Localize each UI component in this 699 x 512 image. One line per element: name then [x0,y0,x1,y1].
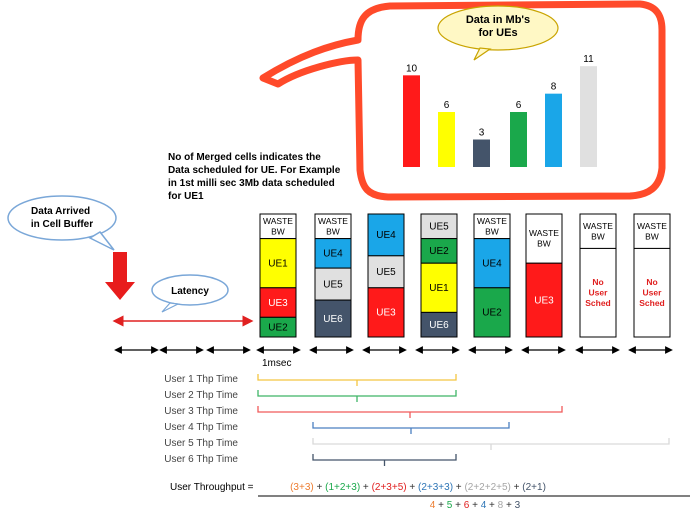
slot-5: WASTE BW UE4 UE2 [473,213,511,338]
bar-chart: 10 6 3 6 8 11 [403,54,597,167]
latency-callout: Latency [151,274,229,313]
cell-waste [633,247,671,338]
chart-title: Data in Mb's for UEs [466,14,530,39]
slot-7: WASTE BW No User Sched [579,213,617,338]
slot-2: WASTE BW UE4 UE5 UE6 [314,213,352,338]
user-row-label: User 2 Thp Time [164,390,238,401]
slot-6: WASTE BW UE3 [525,213,563,338]
slot-1: WASTE BW UE1 UE3 UE2 [259,213,297,338]
cell-label: WASTE BW [477,216,507,237]
bar-value-label: 3 [479,128,485,139]
bar-value-label: 6 [444,100,450,111]
user-row-label: User 3 Thp Time [164,406,238,417]
cell-label: UE3 [376,308,396,319]
cell-waste [633,213,671,249]
cell-label: UE2 [429,246,449,257]
cell-label: WASTE BW [318,216,348,237]
cell-waste [579,213,617,249]
merged-cells-note: No of Merged cells indicates the Data sc… [168,152,343,202]
cell-label: UE4 [376,230,396,241]
cell-ue6 [314,299,352,338]
user-span-bracket [257,374,457,386]
formula-denominator: 4 + 5 + 6 + 4 + 8 + 3 [430,500,521,511]
bar-ue5 [580,66,597,167]
user-row-label: User 4 Thp Time [164,422,238,433]
cell-ue2 [473,287,511,338]
bar-ue6 [473,139,490,167]
slot-8: WASTE BW No User Sched [633,213,671,338]
cell-label: UE1 [268,259,288,270]
cell-label: WASTE BW [583,221,613,242]
cell-label: UE2 [268,322,288,333]
bar-value-label: 6 [516,100,522,111]
cell-waste [579,247,617,338]
cell-label: UE5 [323,279,343,290]
cell-ue6 [420,311,458,338]
cell-label: UE6 [323,314,343,325]
arrival-arrow-icon [105,252,135,300]
cell-ue3 [259,287,297,318]
cell-label: UE3 [534,295,554,306]
cell-label: WASTE BW [529,228,559,249]
user-span-bracket [312,422,510,434]
cell-label: UE1 [429,283,449,294]
cell-label: WASTE BW [637,221,667,242]
data-arrived-callout: Data Arrived in Cell Buffer [7,195,117,251]
svg-text:Data Arrived in Cell Buf: Data Arrived in Cell Buffer [31,206,93,230]
bar-ue4 [545,93,562,167]
user-row-label: User 1 Thp Time [164,374,238,385]
bar-ue3 [403,75,420,167]
cell-waste [314,213,352,240]
user-throughput-rows: User 1 Thp Time User 2 Thp Time User 3 Thp… [164,374,670,466]
cell-ue4 [473,238,511,289]
cell-label: UE5 [376,267,396,278]
formula-label: User Throughput = [170,482,254,493]
cell-ue2 [259,316,297,338]
cell-label: UE3 [268,298,288,309]
slot-3: UE4 UE5 UE3 [367,213,405,338]
cell-ue1 [420,262,458,313]
bar-value-label: 10 [406,63,418,74]
cell-ue4 [367,213,405,257]
highlight-outline [259,0,666,201]
cell-ue1 [259,238,297,289]
slot-4: UE5 UE2 UE1 UE6 [420,213,458,338]
cell-ue5 [420,213,458,240]
cell-label: No User Sched [585,277,611,308]
user-row-label: User 5 Thp Time [164,438,238,449]
user-span-bracket [312,438,670,450]
bar-ue1 [438,112,455,167]
cell-label: WASTE BW [263,216,293,237]
user-span-bracket [257,406,563,418]
cell-label: UE4 [482,259,502,270]
cell-ue5 [367,255,405,289]
cell-waste [259,213,297,240]
cell-ue3 [525,262,563,338]
user-span-bracket [312,454,457,466]
formula-numerator: (3+3) + (1+2+3) + (2+3+5) + (2+3+3) + (2… [290,482,546,493]
user-row-label: User 6 Thp Time [164,454,238,465]
msec-label: 1msec [262,358,291,369]
cell-ue3 [367,287,405,338]
latency-label: Latency [171,286,209,297]
chart-title-callout: Data in Mb's for UEs [437,5,559,61]
user-span-bracket [257,390,457,402]
cell-label: UE2 [482,308,502,319]
bar-ue2 [510,112,527,167]
cell-label: UE6 [429,320,449,331]
cell-label: UE5 [429,222,449,233]
bar-value-label: 11 [583,54,594,65]
cell-waste [525,213,563,264]
cell-label: UE4 [323,249,343,260]
cell-label: No User Sched [639,277,665,308]
bar-value-label: 8 [551,82,557,93]
